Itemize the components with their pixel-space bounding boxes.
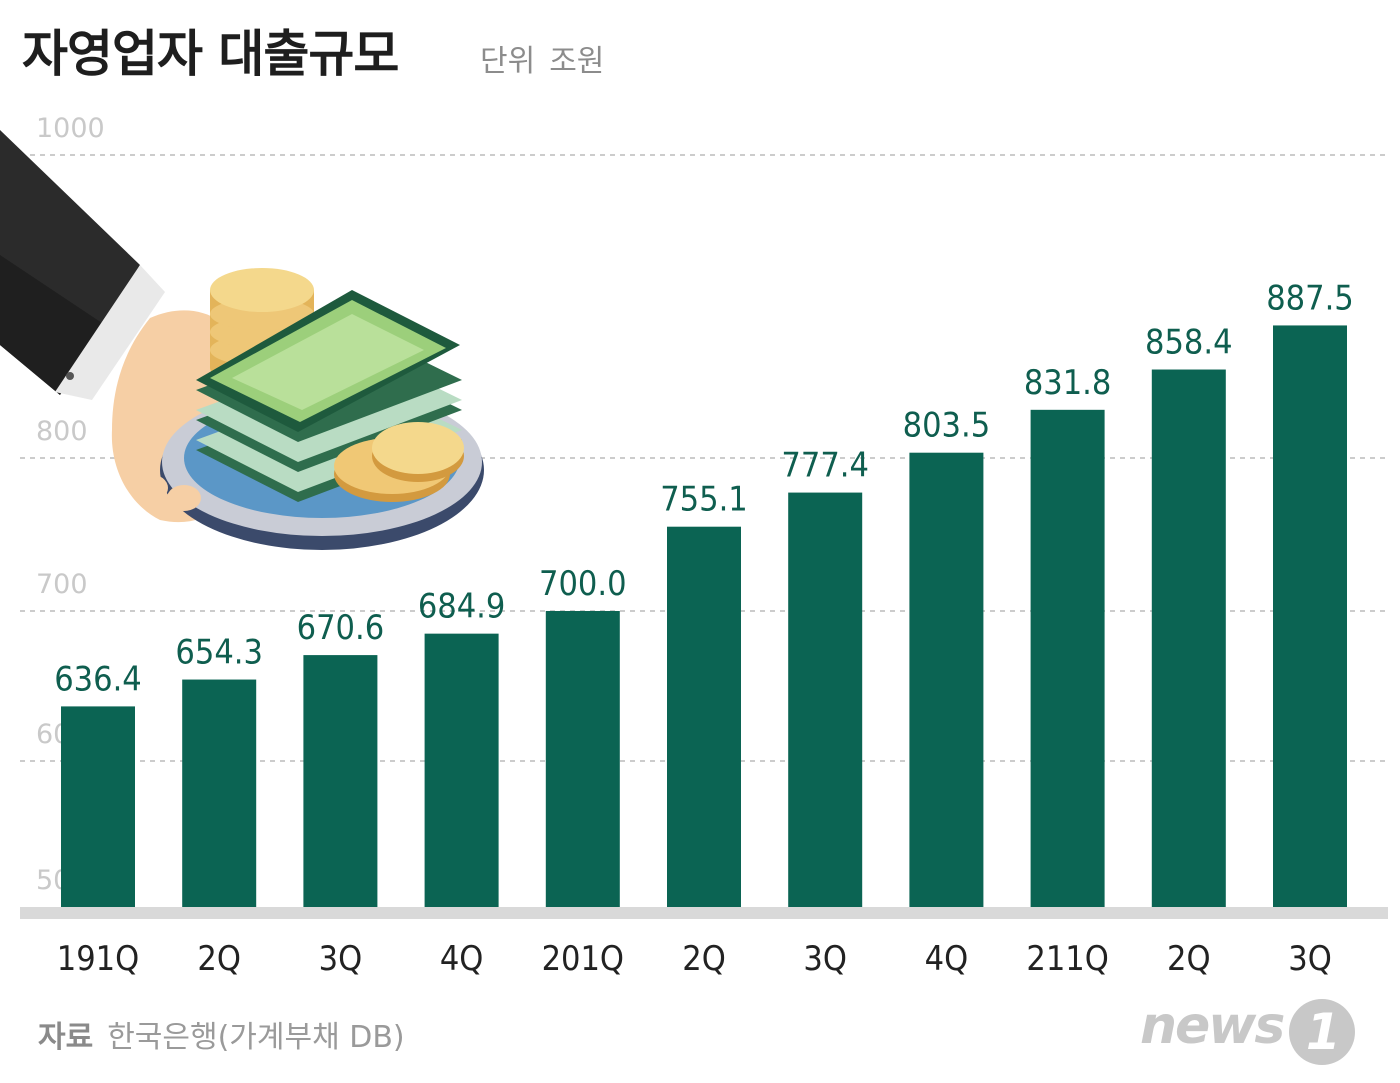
data-label: 831.8 <box>1024 363 1112 403</box>
bar <box>1151 369 1226 912</box>
bar <box>1030 409 1105 912</box>
data-label: 684.9 <box>418 587 506 627</box>
source-text: 한국은행(가계부채 DB) <box>107 1020 405 1055</box>
x-tick-label: 201Q <box>542 939 624 979</box>
bar-chart: 1000800700600500 <box>0 113 1388 979</box>
bars <box>61 325 1347 912</box>
bar <box>909 452 984 912</box>
logo-text: news <box>1140 996 1285 1056</box>
x-tick-label: 2Q <box>197 939 241 979</box>
chart-title: 자영업자 대출규모 <box>22 25 399 83</box>
bar <box>424 633 499 912</box>
x-tick-label: 3Q <box>1288 939 1332 979</box>
bar <box>1273 325 1347 912</box>
x-tick-label: 4Q <box>925 939 969 979</box>
bar <box>667 526 741 912</box>
x-tick-label: 2Q <box>1167 939 1211 979</box>
news1-logo: news 1 <box>1140 996 1356 1065</box>
x-axis-baseline <box>20 907 1388 919</box>
value-labels: 636.4 654.3 670.6 684.9 700.0 755.1 777.4 803.5… <box>54 278 1354 699</box>
bar <box>545 611 620 912</box>
x-tick-label: 2Q <box>682 939 726 979</box>
x-tick-label: 3Q <box>319 939 363 979</box>
bar <box>182 679 257 912</box>
data-label: 700.0 <box>539 564 627 604</box>
bar <box>61 706 135 912</box>
bar <box>303 655 378 912</box>
y-tick-label: 1000 <box>36 113 105 144</box>
data-label: 858.4 <box>1145 323 1233 363</box>
unit-value: 조원 <box>549 44 605 79</box>
data-label: 803.5 <box>903 406 991 446</box>
source-label: 자료 <box>38 1020 94 1055</box>
data-label: 654.3 <box>175 633 263 673</box>
data-label: 636.4 <box>54 659 142 699</box>
logo-mark: 1 <box>1289 999 1356 1065</box>
bar <box>788 492 863 912</box>
data-label: 755.1 <box>660 480 748 520</box>
y-tick-label: 700 <box>36 569 88 600</box>
unit-caption: 단위 조원 <box>480 36 604 80</box>
data-label: 887.5 <box>1266 278 1354 318</box>
data-label: 670.6 <box>297 608 385 648</box>
source-caption: 자료 한국은행(가계부채 DB) <box>38 1012 405 1056</box>
x-tick-label: 211Q <box>1026 939 1108 979</box>
x-tick-label: 3Q <box>803 939 847 979</box>
x-tick-label: 191Q <box>57 939 139 979</box>
data-label: 777.4 <box>781 446 869 486</box>
hand-holding-money-plate-icon <box>0 130 484 550</box>
x-tick-label: 4Q <box>440 939 484 979</box>
x-axis-labels: 191Q 2Q 3Q 4Q 201Q 2Q 3Q 4Q 211Q 2Q 3Q <box>57 939 1332 979</box>
unit-label: 단위 <box>480 44 536 79</box>
y-tick-label: 800 <box>36 416 88 447</box>
